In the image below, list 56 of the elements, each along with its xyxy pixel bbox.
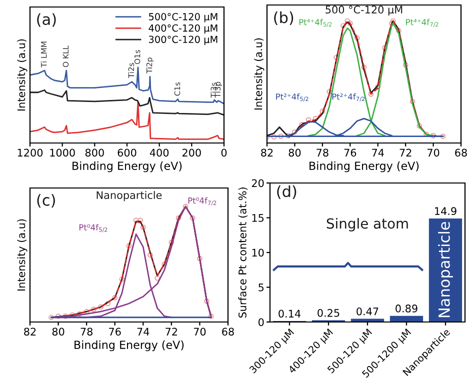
- x-tick-label: 76: [344, 148, 356, 157]
- y-axis-title: Surface Pt content (at.%): [238, 188, 248, 318]
- annotation: Pt⁴⁺4f$_{7/2}$: [406, 18, 438, 28]
- y-axis-title: Intensity (a.u): [17, 39, 28, 111]
- x-tick-label: 400: [150, 148, 169, 157]
- x-tick-label: 70: [428, 148, 440, 157]
- y-tick-label: 0: [258, 318, 264, 326]
- text: Pt⁰4f$_{7/2}$: [188, 197, 216, 206]
- x-tick-label: 68: [222, 328, 234, 336]
- x-tick-label: 74: [372, 148, 384, 156]
- annotation: Pt²⁺4f$_{7/2}$: [332, 93, 365, 102]
- x-tick-label: 800: [85, 148, 104, 157]
- x-tick-label: 80: [288, 148, 301, 157]
- y-axis-title: Intensity (a.u): [17, 219, 28, 291]
- x-tick-label: 82: [24, 328, 36, 336]
- legend-label: 500°C-120 μM: [148, 13, 218, 22]
- data-label: 0.89: [396, 304, 418, 312]
- x-tick-label: 1000: [50, 148, 75, 157]
- x-tick-label: 72: [400, 148, 412, 156]
- y-tick-label: 15: [252, 214, 264, 222]
- data-label: 0.14: [278, 310, 301, 318]
- text: (a): [37, 13, 56, 27]
- y-tick-label: 20: [252, 179, 264, 188]
- x-tick-label: 78: [80, 328, 92, 336]
- x-tick-label: 1200: [18, 148, 43, 157]
- annotation: Pt⁴⁺4f$_{5/2}$: [299, 18, 332, 28]
- annotation: (b): [274, 11, 294, 26]
- annotation: Single atom: [326, 218, 408, 232]
- x-tick-label: 74: [137, 328, 150, 336]
- legend-label: 300°C-120 μM: [148, 36, 218, 45]
- x-tick-label: 78: [316, 148, 328, 157]
- x-axis-title: Binding Energy (eV): [74, 340, 184, 352]
- x-tick-label: 0: [221, 148, 227, 157]
- annotation: Pt²⁺4f$_{5/2}$: [276, 93, 308, 102]
- x-tick-label: 82: [261, 148, 273, 157]
- x-tick-label: 68: [455, 148, 467, 157]
- data-label: 14.9: [435, 207, 456, 216]
- text: Nanoparticle: [96, 191, 162, 202]
- text: 500 °C-120 μM: [326, 6, 402, 16]
- y-axis-title: Intensity (a.u): [254, 38, 264, 110]
- x-tick-label: 600: [118, 148, 136, 157]
- x-tick-label: 70: [194, 328, 206, 336]
- x-tick-label: 80: [52, 328, 64, 336]
- annotation: Pt⁰4f$_{5/2}$: [79, 224, 108, 232]
- annotation: (d): [277, 185, 296, 199]
- annotation: (c): [37, 194, 55, 208]
- data-label: 0.25: [318, 308, 340, 317]
- legend-label: 400°C-120 μM: [148, 24, 218, 34]
- y-tick-label: 5: [258, 284, 264, 292]
- y-tick-label: 10: [252, 248, 264, 257]
- x-tick-label: 72: [166, 328, 178, 336]
- x-axis-title: Binding Energy (eV): [72, 161, 182, 172]
- data-label: 0.47: [356, 307, 378, 316]
- x-axis-title: Binding Energy (eV): [310, 161, 419, 172]
- x-tick-label: 200: [182, 148, 201, 157]
- x-tick-label: 76: [109, 328, 121, 336]
